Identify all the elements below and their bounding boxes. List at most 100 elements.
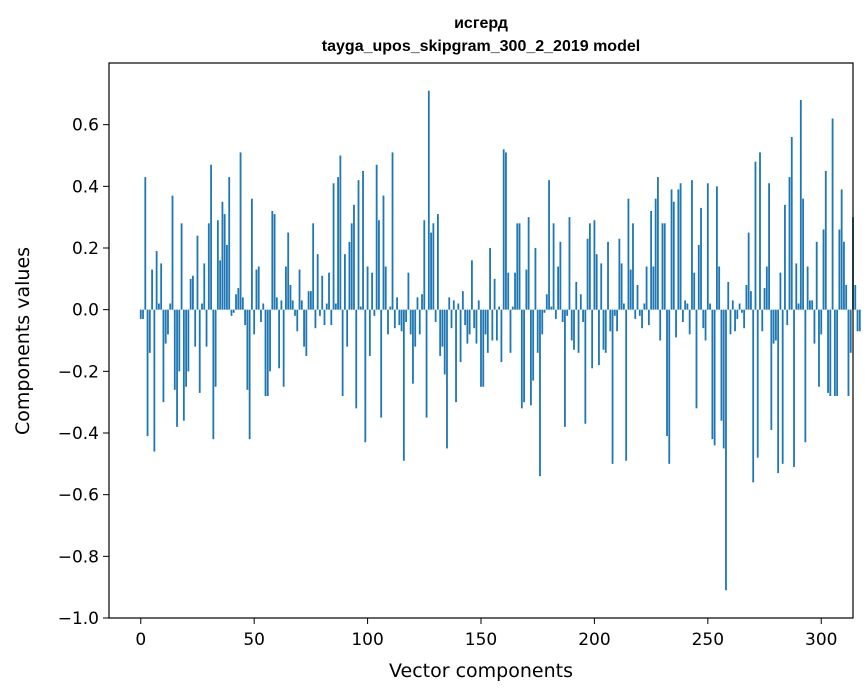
bar bbox=[518, 223, 521, 310]
bar bbox=[450, 309, 453, 329]
bar bbox=[328, 272, 330, 310]
bar bbox=[162, 309, 165, 403]
bar bbox=[359, 306, 362, 310]
bar bbox=[681, 309, 684, 322]
bar bbox=[427, 90, 430, 310]
bar bbox=[271, 211, 274, 310]
bar bbox=[781, 309, 784, 464]
bar bbox=[768, 183, 770, 310]
bar bbox=[840, 189, 843, 310]
bar bbox=[260, 309, 262, 322]
bar bbox=[325, 303, 328, 310]
bar bbox=[443, 309, 446, 375]
bar bbox=[498, 306, 501, 310]
bar bbox=[709, 303, 711, 310]
bar bbox=[579, 294, 582, 310]
bar bbox=[670, 189, 673, 310]
bar bbox=[679, 183, 682, 310]
bar bbox=[777, 309, 780, 474]
bar bbox=[253, 309, 256, 335]
bar bbox=[688, 309, 691, 335]
bar bbox=[591, 309, 594, 369]
bar bbox=[815, 241, 818, 310]
bar bbox=[588, 223, 591, 310]
bar bbox=[799, 100, 802, 310]
bar bbox=[269, 309, 271, 372]
bar bbox=[754, 161, 757, 310]
bar bbox=[368, 309, 371, 356]
bar bbox=[530, 309, 532, 406]
bar bbox=[421, 294, 423, 310]
bar bbox=[663, 223, 666, 310]
bar bbox=[854, 285, 857, 310]
bar bbox=[534, 248, 537, 310]
bar bbox=[774, 309, 777, 341]
bar bbox=[557, 266, 560, 310]
bar bbox=[201, 303, 203, 310]
bar-series bbox=[139, 90, 861, 591]
bar bbox=[337, 177, 339, 310]
bar bbox=[341, 309, 344, 396]
bar bbox=[843, 241, 845, 310]
bar bbox=[554, 309, 557, 319]
bar bbox=[169, 303, 172, 310]
bar bbox=[180, 223, 183, 310]
bar bbox=[146, 309, 149, 437]
bar bbox=[296, 309, 299, 332]
bar bbox=[564, 309, 566, 427]
bar bbox=[366, 266, 369, 310]
bar bbox=[731, 300, 734, 310]
bar bbox=[198, 309, 201, 393]
bar bbox=[466, 309, 469, 344]
bar bbox=[684, 300, 687, 310]
bar bbox=[491, 309, 494, 341]
bar bbox=[704, 309, 707, 341]
bar bbox=[763, 288, 766, 310]
bar bbox=[416, 297, 419, 310]
bar bbox=[638, 309, 641, 316]
bar bbox=[568, 217, 571, 310]
bar bbox=[235, 294, 237, 310]
bar bbox=[464, 309, 467, 326]
bar bbox=[575, 281, 578, 310]
bar bbox=[772, 309, 775, 344]
bar bbox=[228, 177, 231, 310]
bar bbox=[151, 269, 153, 310]
bar bbox=[167, 309, 169, 335]
bar bbox=[148, 309, 151, 353]
bar bbox=[654, 198, 657, 310]
x-tick-label: 100 bbox=[351, 630, 383, 650]
bar bbox=[686, 303, 689, 310]
y-tick-label: −1.0 bbox=[58, 609, 99, 629]
bar bbox=[164, 309, 167, 344]
bar bbox=[702, 309, 705, 329]
bar bbox=[613, 309, 616, 316]
bar bbox=[334, 303, 337, 310]
bar bbox=[171, 195, 174, 310]
bar bbox=[493, 278, 496, 310]
y-tick-label: 0.0 bbox=[72, 301, 99, 321]
bar bbox=[727, 281, 730, 310]
bar bbox=[813, 309, 816, 344]
bar bbox=[725, 309, 727, 591]
bar bbox=[291, 300, 294, 310]
bar bbox=[700, 207, 702, 310]
bar bbox=[532, 309, 535, 381]
bar bbox=[307, 291, 310, 310]
bar bbox=[446, 309, 448, 449]
bar bbox=[182, 309, 185, 421]
bar bbox=[207, 223, 210, 310]
bar bbox=[675, 309, 677, 338]
bar bbox=[856, 309, 859, 332]
bar bbox=[196, 235, 199, 310]
bar bbox=[616, 309, 618, 332]
bar bbox=[750, 291, 752, 310]
bar bbox=[652, 266, 655, 310]
bar bbox=[838, 229, 841, 310]
bar bbox=[142, 309, 144, 319]
bar bbox=[187, 309, 190, 372]
bar bbox=[507, 272, 510, 310]
bar bbox=[650, 211, 653, 310]
bar bbox=[378, 220, 380, 310]
